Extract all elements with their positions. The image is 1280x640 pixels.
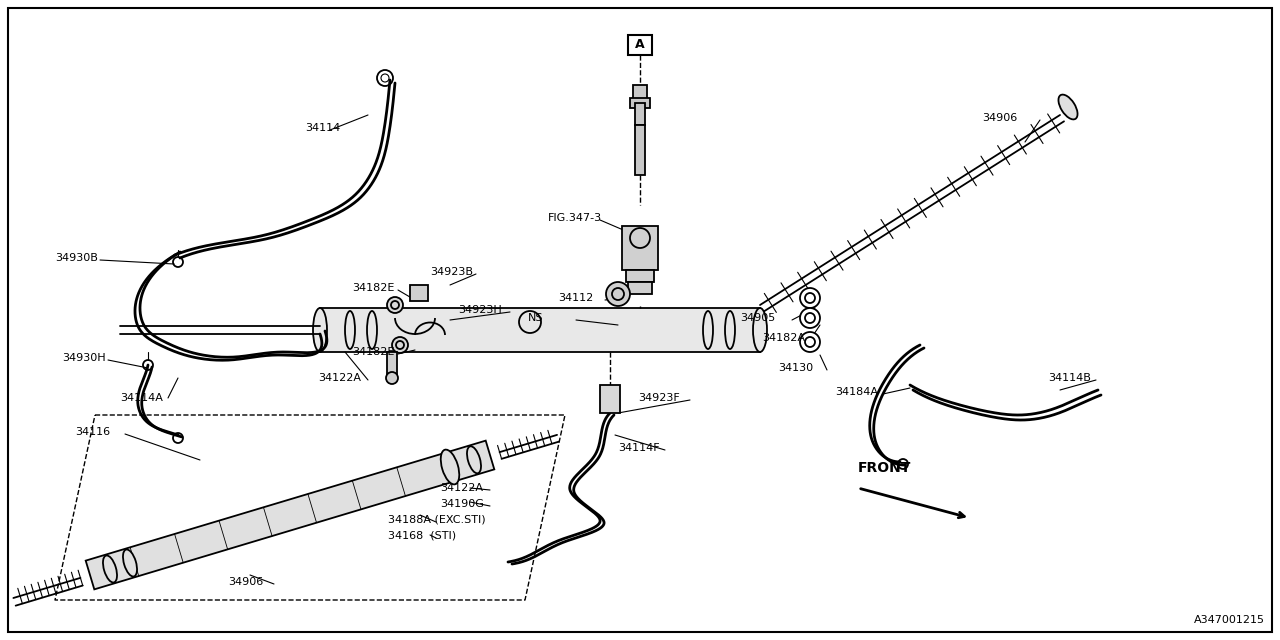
Bar [626, 270, 654, 282]
Text: 34112: 34112 [558, 293, 593, 303]
Ellipse shape [440, 450, 460, 484]
Ellipse shape [805, 313, 815, 323]
Text: 34923H: 34923H [458, 305, 502, 315]
Ellipse shape [703, 311, 713, 349]
Ellipse shape [123, 550, 137, 577]
Ellipse shape [800, 308, 820, 328]
Circle shape [387, 297, 403, 313]
Text: 34905: 34905 [740, 313, 776, 323]
Bar [410, 285, 428, 301]
Text: 34122A: 34122A [317, 373, 361, 383]
Ellipse shape [724, 311, 735, 349]
Ellipse shape [367, 311, 378, 349]
Ellipse shape [314, 308, 326, 352]
Bar [320, 308, 760, 352]
Text: FRONT: FRONT [858, 461, 911, 475]
Text: 34114B: 34114B [1048, 373, 1091, 383]
Text: FIG.347-3: FIG.347-3 [548, 213, 602, 223]
Ellipse shape [805, 293, 815, 303]
Ellipse shape [387, 372, 398, 384]
Text: 34116: 34116 [76, 427, 110, 437]
Text: 34114F: 34114F [618, 443, 659, 453]
Bar [628, 282, 652, 294]
Text: 34906: 34906 [228, 577, 264, 587]
Text: 34930H: 34930H [61, 353, 106, 363]
Text: A347001215: A347001215 [1194, 615, 1265, 625]
Text: 34906: 34906 [982, 113, 1018, 123]
Text: 34182E: 34182E [352, 347, 394, 357]
Ellipse shape [467, 446, 481, 474]
Circle shape [605, 282, 630, 306]
Ellipse shape [800, 332, 820, 352]
Ellipse shape [800, 288, 820, 308]
Bar [600, 385, 620, 413]
Ellipse shape [346, 311, 355, 349]
Text: 34930B: 34930B [55, 253, 97, 263]
Text: 34923B: 34923B [430, 267, 474, 277]
Text: 34130: 34130 [778, 363, 813, 373]
Text: 34923F: 34923F [637, 393, 680, 403]
Text: 34182A: 34182A [762, 333, 805, 343]
Ellipse shape [753, 308, 767, 352]
Text: 34188A (EXC.STI): 34188A (EXC.STI) [388, 515, 485, 525]
Polygon shape [86, 440, 494, 589]
Text: 34168  (STI): 34168 (STI) [388, 531, 456, 541]
Bar [387, 352, 397, 376]
Text: 34114A: 34114A [120, 393, 163, 403]
Ellipse shape [102, 556, 116, 582]
Text: 34190G: 34190G [440, 499, 484, 509]
Circle shape [392, 337, 408, 353]
Bar [634, 85, 646, 103]
Text: NS: NS [529, 313, 544, 323]
Text: 34122A: 34122A [440, 483, 483, 493]
Text: A: A [635, 38, 645, 51]
Bar [635, 125, 645, 175]
Text: 34184A: 34184A [835, 387, 878, 397]
Ellipse shape [805, 337, 815, 347]
Bar [622, 226, 658, 270]
Text: 34182E: 34182E [352, 283, 394, 293]
Ellipse shape [630, 228, 650, 248]
Text: 34114: 34114 [305, 123, 340, 133]
Bar [628, 35, 652, 55]
Bar [630, 98, 650, 108]
Ellipse shape [1059, 95, 1078, 120]
Bar [635, 103, 645, 125]
Ellipse shape [518, 311, 541, 333]
